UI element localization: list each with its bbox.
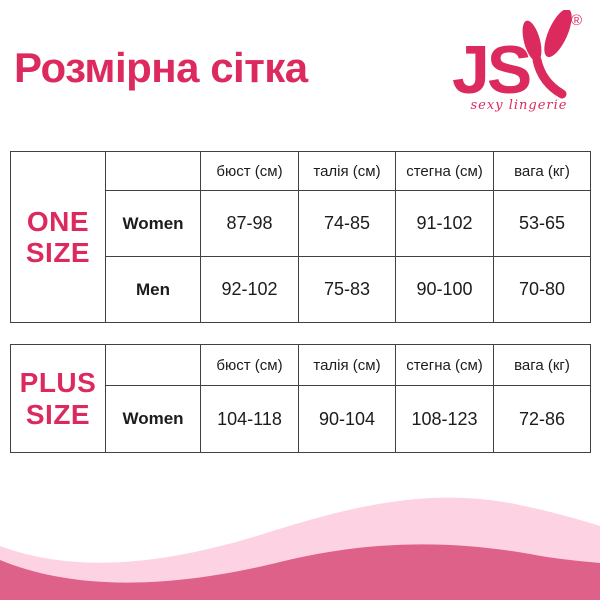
col-header-waist: талія (см)	[298, 344, 396, 386]
cell-value: 108-123	[395, 385, 494, 453]
row-label-women: Women	[105, 385, 201, 453]
col-header-weight: вага (кг)	[493, 151, 591, 191]
logo-tagline: sexy lingerie	[470, 98, 568, 113]
logo-letters: JS	[452, 32, 530, 108]
table-row: Men 92-102 75-83 90-100 70-80	[11, 256, 591, 323]
col-header-hips: стегна (см)	[395, 151, 494, 191]
cell-value: 72-86	[493, 385, 591, 453]
logo-right-leaf-icon	[544, 10, 572, 58]
one-size-table: ONE SIZE бюст (см) талія (см) стегна (см…	[10, 151, 591, 323]
corner-cell	[105, 151, 201, 191]
cell-value: 75-83	[298, 256, 396, 323]
page-title: Розмірна сітка	[14, 44, 308, 91]
wave-light-icon	[0, 497, 600, 600]
decorative-waves	[0, 497, 600, 600]
table-row: Women 87-98 74-85 91-102 53-65	[11, 190, 591, 257]
cell-value: 87-98	[200, 190, 299, 257]
cell-value: 92-102	[200, 256, 299, 323]
cell-value: 70-80	[493, 256, 591, 323]
size-label: PLUS SIZE	[10, 344, 106, 453]
col-header-bust: бюст (см)	[200, 344, 299, 386]
size-label: ONE SIZE	[10, 151, 106, 323]
cell-value: 104-118	[200, 385, 299, 453]
jsy-logo-icon: JS ®	[452, 10, 582, 108]
table-row: Women 104-118 90-104 108-123 72-86	[11, 385, 591, 453]
col-header-weight: вага (кг)	[493, 344, 591, 386]
logo-left-leaf-icon	[522, 20, 542, 62]
corner-cell	[105, 344, 201, 386]
cell-value: 90-100	[395, 256, 494, 323]
cell-value: 74-85	[298, 190, 396, 257]
wave-dark-icon	[0, 544, 600, 600]
plus-size-table: PLUS SIZE бюст (см) талія (см) стегна (с…	[10, 344, 591, 453]
cell-value: 53-65	[493, 190, 591, 257]
cell-value: 91-102	[395, 190, 494, 257]
col-header-hips: стегна (см)	[395, 344, 494, 386]
cell-value: 90-104	[298, 385, 396, 453]
row-label-women: Women	[105, 190, 201, 257]
col-header-waist: талія (см)	[298, 151, 396, 191]
col-header-bust: бюст (см)	[200, 151, 299, 191]
registered-mark: ®	[571, 12, 582, 29]
row-label-men: Men	[105, 256, 201, 323]
logo-stem-icon	[532, 55, 567, 99]
brand-logo: JS ® sexy lingerie	[452, 10, 586, 113]
